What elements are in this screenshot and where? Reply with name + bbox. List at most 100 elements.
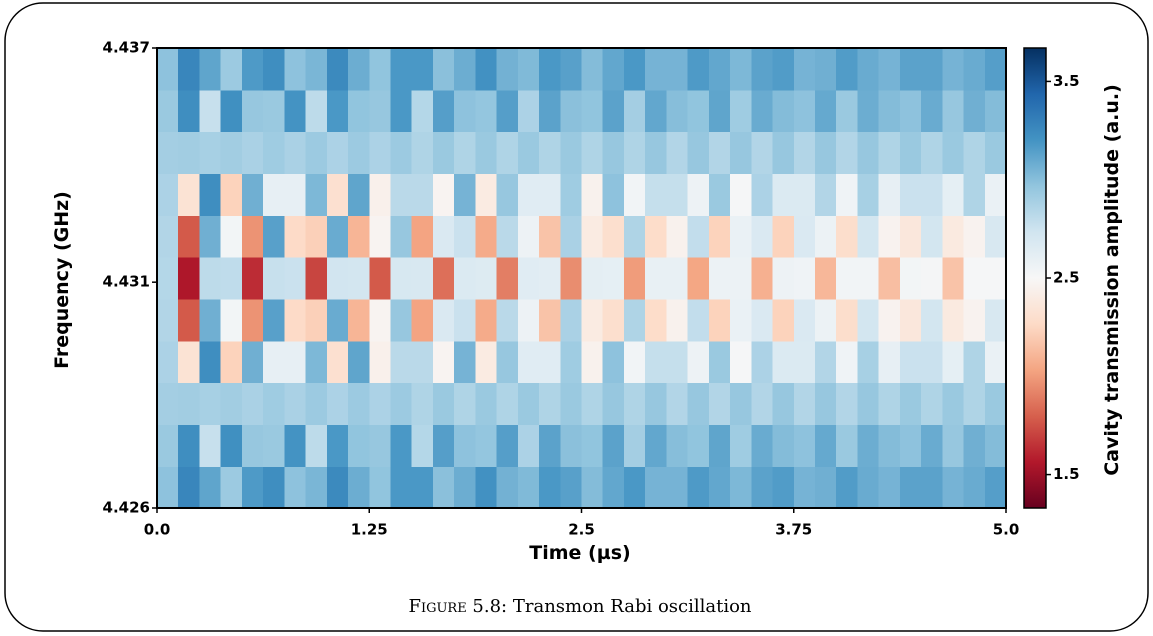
heatmap-cell <box>963 215 986 258</box>
heatmap-cell <box>475 382 498 425</box>
heatmap-cell <box>517 131 540 175</box>
colorbar-tick-label: 2.5 <box>1053 269 1080 287</box>
heatmap-cell <box>411 340 434 384</box>
y-tick-label: 4.426 <box>103 499 150 517</box>
heatmap-cell <box>602 466 625 509</box>
heatmap-cell <box>517 340 540 384</box>
heatmap-cell <box>539 131 561 175</box>
heatmap-cell <box>157 131 179 175</box>
heatmap-cell <box>517 298 540 342</box>
heatmap-cell <box>390 466 413 509</box>
heatmap-cell <box>263 173 285 216</box>
heatmap-cell <box>814 466 837 509</box>
heatmap-cell <box>517 257 540 300</box>
heatmap-cell <box>199 215 222 258</box>
heatmap-cell <box>263 340 285 384</box>
heatmap-cell <box>772 298 795 342</box>
heatmap-cell <box>263 48 285 91</box>
heatmap-cell <box>793 257 816 300</box>
heatmap-cell <box>199 48 222 91</box>
heatmap-cell <box>348 173 370 216</box>
heatmap-cell <box>857 340 880 384</box>
heatmap-cell <box>666 298 689 342</box>
x-tick-label: 3.75 <box>775 521 812 539</box>
heatmap-cell <box>369 340 392 384</box>
heatmap-cell <box>581 424 604 467</box>
heatmap-cell <box>751 215 774 258</box>
heatmap-cell <box>730 298 752 342</box>
heatmap-cell <box>730 382 752 425</box>
heatmap-cell <box>305 382 328 425</box>
heatmap-cell <box>326 340 349 384</box>
colorbar-label: Cavity transmission amplitude (a.u.) <box>1101 84 1123 476</box>
heatmap-cell <box>857 298 880 342</box>
heatmap-cell <box>899 340 922 384</box>
heatmap-cell <box>241 340 264 384</box>
heatmap-cell <box>730 466 752 509</box>
heatmap-cell <box>454 466 476 509</box>
heatmap-cell <box>411 215 434 258</box>
heatmap-cell <box>178 48 201 91</box>
heatmap-cell <box>708 424 731 467</box>
heatmap-cell <box>432 89 455 133</box>
heatmap-cell <box>751 466 774 509</box>
heatmap-cell <box>326 257 349 300</box>
heatmap-cell <box>199 298 222 342</box>
heatmap-cell <box>220 131 243 175</box>
heatmap-cell <box>284 466 307 509</box>
heatmap-cell <box>454 298 476 342</box>
heatmap-cell <box>623 257 646 300</box>
heatmap-cell <box>390 424 413 467</box>
heatmap-cell <box>772 466 795 509</box>
heatmap-cell <box>963 424 986 467</box>
heatmap-cell <box>984 257 1007 300</box>
heatmap-cell <box>984 298 1007 342</box>
heatmap-cell <box>963 89 986 133</box>
heatmap-cell <box>623 173 646 216</box>
heatmap-cell <box>390 257 413 300</box>
heatmap-cell <box>517 215 540 258</box>
heatmap-cell <box>539 48 561 91</box>
heatmap-cell <box>602 215 625 258</box>
heatmap-cell <box>241 89 264 133</box>
heatmap-cell <box>539 89 561 133</box>
heatmap-cell <box>369 89 392 133</box>
heatmap-cell <box>623 298 646 342</box>
heatmap-cell <box>602 48 625 91</box>
heatmap-cell <box>857 257 880 300</box>
heatmap-cell <box>560 215 583 258</box>
heatmap-cell <box>369 215 392 258</box>
heatmap-cell <box>411 466 434 509</box>
heatmap-cell <box>984 382 1007 425</box>
heatmap-cell <box>390 382 413 425</box>
x-axis-label: Time (µs) <box>529 542 630 564</box>
heatmap-cell <box>475 466 498 509</box>
heatmap-cell <box>666 89 689 133</box>
heatmap-cell <box>857 89 880 133</box>
heatmap-cell <box>793 298 816 342</box>
heatmap-cell <box>581 89 604 133</box>
heatmap-cell <box>666 173 689 216</box>
heatmap-cell <box>772 424 795 467</box>
x-tick-label: 0.0 <box>144 521 171 539</box>
heatmap-cell <box>921 173 943 216</box>
heatmap-cell <box>539 257 561 300</box>
heatmap-cell <box>645 215 667 258</box>
heatmap-cell <box>454 382 476 425</box>
heatmap-cell <box>602 382 625 425</box>
heatmap-cell <box>390 89 413 133</box>
heatmap-cell <box>305 466 328 509</box>
heatmap-cell <box>178 382 201 425</box>
heatmap-cell <box>326 382 349 425</box>
heatmap-cell <box>454 48 476 91</box>
heatmap-cell <box>793 466 816 509</box>
heatmap-cell <box>645 424 667 467</box>
heatmap-cell <box>751 89 774 133</box>
heatmap-cell <box>984 89 1007 133</box>
heatmap-cell <box>751 257 774 300</box>
heatmap-cell <box>730 89 752 133</box>
heatmap-cell <box>899 173 922 216</box>
heatmap-cell <box>263 215 285 258</box>
heatmap-cell <box>623 215 646 258</box>
heatmap-cell <box>602 89 625 133</box>
